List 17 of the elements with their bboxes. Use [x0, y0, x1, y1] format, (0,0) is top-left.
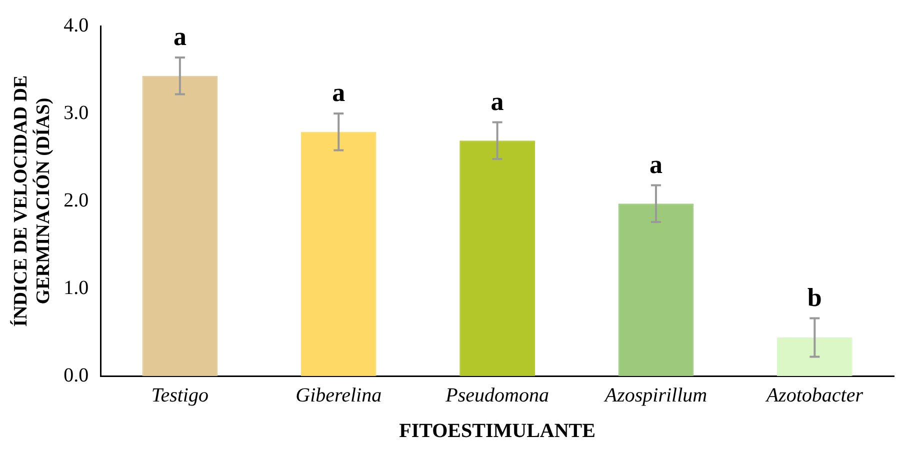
y-tick-label: 4.0	[64, 14, 89, 36]
annotation: b	[807, 282, 822, 312]
x-tick-label: Giberelina	[296, 384, 382, 406]
x-tick-label: Pseudomona	[444, 384, 549, 406]
annotation: a	[332, 78, 346, 108]
annotation: a	[490, 86, 504, 116]
y-tick-label: 0.0	[64, 364, 89, 386]
annotation: a	[649, 150, 662, 179]
y-axis-title: ÍNDICE DE VELOCIDAD DE GERMINACIÓN (DÍAS)	[9, 75, 54, 327]
y-tick-label: 2.0	[64, 189, 89, 212]
y-tick-label: 3.0	[64, 102, 89, 124]
annotation: a	[173, 22, 186, 52]
x-tick-label: Azotobacter	[764, 384, 864, 406]
x-tick-label: Azospirillum	[602, 384, 708, 406]
x-axis-title: FITOESTIMULANTE	[399, 420, 596, 442]
x-tick-label: Testigo	[151, 384, 208, 406]
y-tick-label: 1.0	[64, 276, 89, 299]
